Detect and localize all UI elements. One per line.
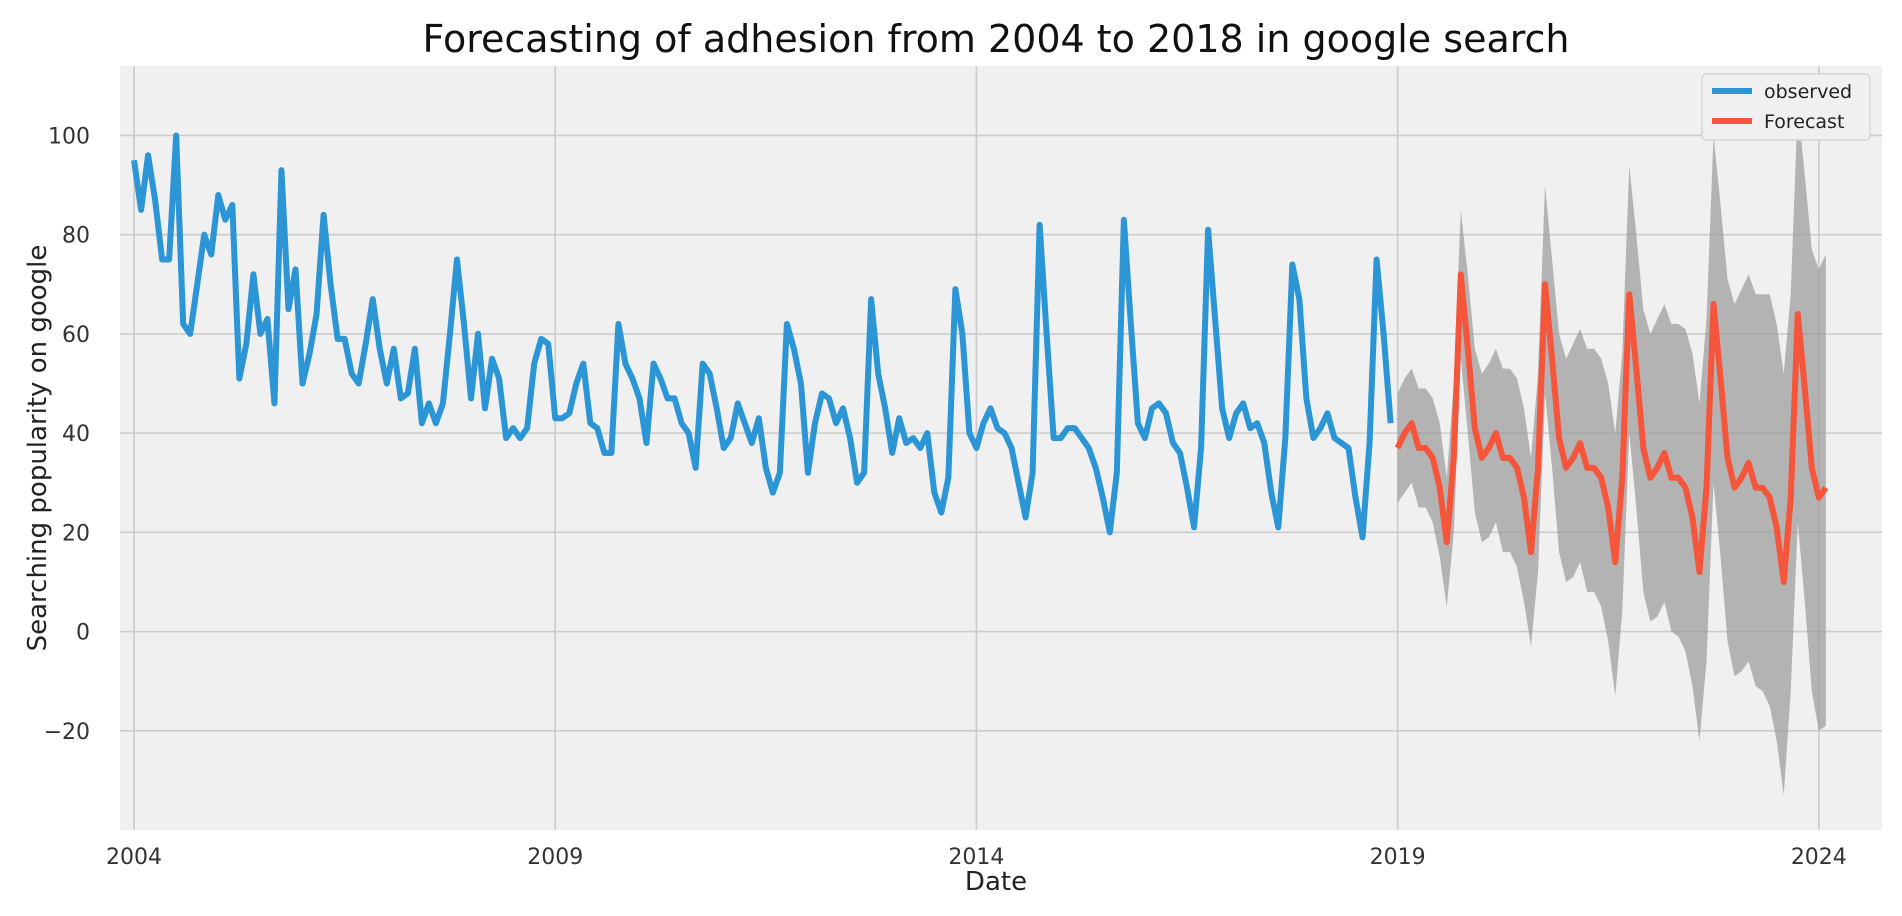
forecast-series-line [1394,271,1829,585]
legend-label-forecast: Forecast [1764,111,1844,133]
y-tick-label: 40 [62,422,90,447]
y-tick-label: −20 [44,720,90,745]
y-tick-label: 60 [62,323,90,348]
series-layer [131,132,1829,585]
y-tick-label: 20 [62,521,90,546]
x-axis-label: Date [965,867,1027,897]
x-tick-label: 2004 [106,845,162,870]
legend: observed Forecast [1701,73,1871,141]
x-tick-label: 2014 [948,845,1004,870]
x-tick-label: 2024 [1791,845,1847,870]
observed-series-line [131,132,1394,541]
chart-title: Forecasting of adhesion from 2004 to 201… [423,17,1570,61]
legend-label-observed: observed [1764,81,1852,103]
x-tick-label: 2019 [1370,845,1426,870]
y-tick-label: 0 [76,621,90,646]
tick-labels: 2004 2009 2014 2019 2024 −20 0 20 40 60 80 100 [44,124,1847,870]
y-tick-label: 80 [62,224,90,249]
y-tick-label: 100 [48,124,90,149]
forecast-confidence-band [1397,105,1826,796]
x-tick-label: 2009 [527,845,583,870]
grid-lines [120,66,1882,830]
confidence-band-layer [1397,105,1826,796]
y-axis-label: Searching popularity on google [23,245,53,652]
